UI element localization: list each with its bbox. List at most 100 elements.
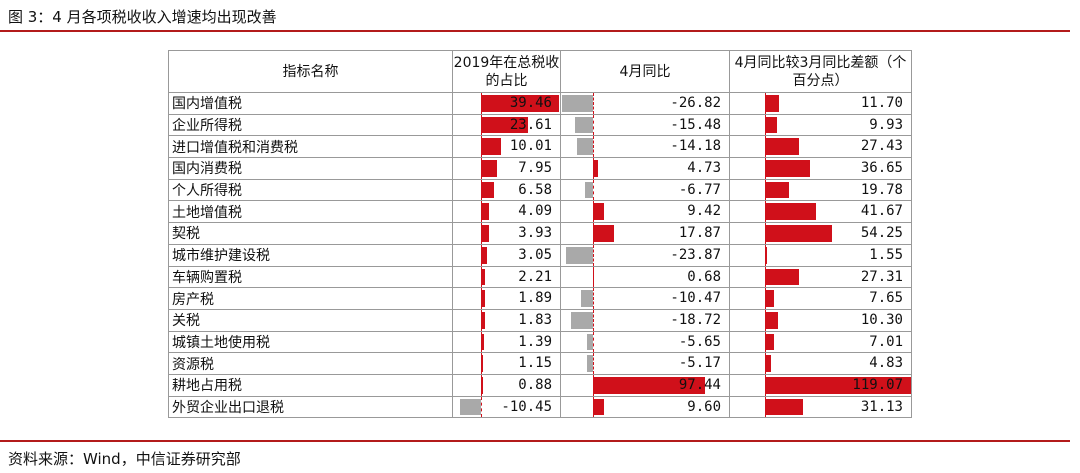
diff-bar [765,138,799,156]
share-cell: -10.45 [452,395,561,419]
table-row: 企业所得税 23.61 -15.48 9.93 [168,113,912,137]
diff-cell: 4.83 [729,352,912,375]
diff-value: 10.30 [860,311,903,328]
share-cell: 1.83 [452,308,561,332]
zero-axis [593,331,594,353]
yoy-bar [576,138,593,156]
diff-cell: 27.43 [729,135,912,159]
diff-value: 7.65 [869,290,903,307]
zero-axis [593,93,594,114]
share-value: 6.58 [518,181,552,198]
table-row: 契税 3.93 17.87 54.25 [168,222,912,245]
tax-name: 国内消费税 [168,157,453,180]
tax-name: 城市维护建设税 [168,243,453,267]
share-bar [481,160,497,177]
yoy-value: -18.72 [670,311,721,328]
table-row: 城镇土地使用税 1.39 -5.65 7.01 [168,330,912,354]
diff-cell: 9.93 [729,113,912,137]
diff-value: 9.93 [869,116,903,133]
yoy-cell: -6.77 [560,178,730,202]
yoy-bar [593,376,706,394]
share-bar [481,203,490,221]
yoy-bar [575,116,593,134]
share-bar [481,116,528,134]
tax-name: 资源税 [168,352,453,375]
share-bar [481,225,489,242]
yoy-value: -5.65 [678,333,721,350]
tax-name: 进口增值税和消费税 [168,135,453,159]
diff-cell: 41.67 [729,200,912,224]
share-value: 1.83 [518,311,552,328]
yoy-cell: -23.87 [560,243,730,267]
diff-value: 4.83 [869,355,903,372]
share-value: 7.95 [518,160,552,177]
diff-bar [765,203,817,221]
diff-bar [765,398,804,416]
figure-title: 图 3：4 月各项税收收入增速均出现改善 [8,8,277,26]
diff-bar [765,376,912,394]
share-cell: 10.01 [452,135,561,159]
share-cell: 1.15 [452,352,561,375]
diff-value: 11.70 [860,95,903,111]
yoy-value: 0.68 [687,268,721,285]
table-row: 车辆购置税 2.21 0.68 27.31 [168,265,912,289]
share-value: 4.09 [518,203,552,220]
yoy-cell: 4.73 [560,157,730,180]
diff-bar [765,355,771,372]
yoy-cell: -15.48 [560,113,730,137]
diff-value: 1.55 [869,246,903,263]
diff-bar [765,116,778,134]
source-note: 资料来源：Wind，中信证券研究部 [8,450,241,468]
share-cell: 1.89 [452,287,561,310]
diff-cell: 36.65 [729,157,912,180]
title-divider [0,30,1070,32]
diff-bar [765,95,780,112]
diff-bar [765,225,832,242]
share-cell: 39.46 [452,92,561,115]
tax-name: 国内增值税 [168,92,453,115]
yoy-value: 9.42 [687,203,721,220]
table-row: 资源税 1.15 -5.17 4.83 [168,352,912,375]
yoy-cell: 0.68 [560,265,730,289]
yoy-bar [593,203,604,221]
yoy-value: 4.73 [687,160,721,177]
yoy-cell: 9.60 [560,395,730,419]
yoy-value: -10.47 [670,290,721,307]
share-bar [481,333,484,351]
footer-divider [0,440,1070,442]
table-row: 土地增值税 4.09 9.42 41.67 [168,200,912,224]
diff-cell: 119.07 [729,373,912,397]
yoy-value: -14.18 [670,138,721,155]
diff-value: 7.01 [869,333,903,350]
share-bar [481,95,560,112]
tax-name: 车辆购置税 [168,265,453,289]
share-value: 39.46 [509,95,552,111]
yoy-value: 17.87 [678,225,721,242]
share-cell: 3.05 [452,243,561,267]
yoy-cell: 97.44 [560,373,730,397]
share-bar [481,268,486,286]
yoy-cell: -18.72 [560,308,730,332]
share-cell: 4.09 [452,200,561,224]
share-cell: 3.93 [452,222,561,245]
share-cell: 1.39 [452,330,561,354]
table-row: 国内增值税 39.46 -26.82 11.70 [168,92,912,115]
share-cell: 7.95 [452,157,561,180]
table-row: 进口增值税和消费税 10.01 -14.18 27.43 [168,135,912,159]
yoy-value: -15.48 [670,116,721,133]
tax-name: 个人所得税 [168,178,453,202]
tax-name: 土地增值税 [168,200,453,224]
header-diff: 4月同比较3月同比差额（个百分点） [729,50,912,93]
diff-value: 19.78 [860,181,903,198]
share-value: 1.15 [518,355,552,372]
yoy-bar [593,225,614,242]
diff-bar [765,290,775,307]
share-cell: 6.58 [452,178,561,202]
yoy-bar [565,246,593,264]
diff-value: 36.65 [860,160,903,177]
diff-bar [765,268,799,286]
tax-name: 耕地占用税 [168,373,453,397]
yoy-value: 97.44 [678,376,721,393]
tax-table: 指标名称 2019年在总税收的占比 4月同比 4月同比较3月同比差额（个百分点）… [168,50,912,419]
share-value: 23.61 [509,116,552,133]
